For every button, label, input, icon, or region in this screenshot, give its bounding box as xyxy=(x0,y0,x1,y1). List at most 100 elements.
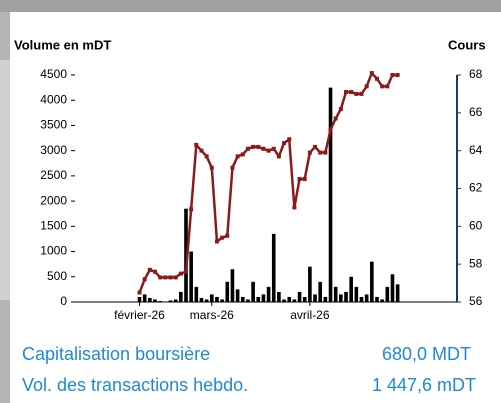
bar xyxy=(240,296,245,302)
bar xyxy=(359,296,364,302)
price-marker xyxy=(240,152,245,157)
x-tick-label: avril-26 xyxy=(290,308,330,322)
bar xyxy=(302,296,307,302)
bar xyxy=(251,281,255,302)
price-marker xyxy=(318,150,323,155)
x-tick-label: mars-26 xyxy=(190,308,234,322)
bar xyxy=(349,276,353,302)
price-marker xyxy=(333,116,338,121)
price-marker xyxy=(282,141,287,146)
price-marker xyxy=(235,154,240,159)
bar xyxy=(297,291,302,302)
panel xyxy=(10,12,501,403)
price-marker xyxy=(147,267,152,272)
price-marker xyxy=(385,84,390,89)
price-marker xyxy=(369,71,374,76)
y-tick-label: 2500 xyxy=(40,168,67,182)
price-marker xyxy=(194,142,199,147)
bar xyxy=(323,296,328,302)
bar xyxy=(313,294,317,302)
y2-tick-label: 66 xyxy=(469,105,483,119)
bar xyxy=(137,296,142,302)
price-marker xyxy=(313,144,318,149)
price-marker xyxy=(230,165,235,170)
y-axis-title: Volume en mDT xyxy=(14,37,111,52)
bar xyxy=(277,291,281,302)
bar xyxy=(256,296,261,302)
y-tick-label: 0 xyxy=(60,294,67,308)
bar xyxy=(230,269,235,302)
price-marker xyxy=(297,177,302,182)
bar xyxy=(375,296,379,302)
price-marker xyxy=(328,127,333,132)
bar xyxy=(173,299,178,302)
y2-axis-title: Cours xyxy=(448,37,486,52)
price-marker xyxy=(214,239,219,244)
bar xyxy=(158,300,162,302)
summary-label: Vol. des transactions hebdo. xyxy=(22,375,248,395)
price-marker xyxy=(220,235,225,240)
bar xyxy=(364,294,369,302)
summary-value: 680,0 MDT xyxy=(382,344,471,364)
bar xyxy=(235,289,240,302)
bar xyxy=(199,297,204,302)
price-marker xyxy=(183,269,188,274)
bar xyxy=(333,286,338,302)
price-marker xyxy=(271,146,276,151)
price-marker xyxy=(323,150,328,155)
price-marker xyxy=(199,148,204,153)
side-band xyxy=(0,60,12,300)
price-marker xyxy=(168,275,173,280)
price-marker xyxy=(173,275,178,280)
bar xyxy=(339,294,343,302)
bar xyxy=(318,281,323,302)
price-marker xyxy=(189,207,194,212)
price-marker xyxy=(359,91,364,96)
bar xyxy=(225,281,230,302)
price-marker xyxy=(380,84,385,89)
bar xyxy=(246,299,250,302)
price-marker xyxy=(251,144,256,149)
bar xyxy=(287,296,292,302)
price-marker xyxy=(395,73,400,77)
bar xyxy=(189,251,193,302)
bar xyxy=(148,297,152,302)
bar xyxy=(308,266,312,302)
top-band xyxy=(0,0,501,12)
y-tick-label: 2000 xyxy=(40,193,67,207)
bar xyxy=(328,87,333,302)
bar xyxy=(220,299,224,302)
bar xyxy=(204,299,209,302)
summary-value: 1 447,6 mDT xyxy=(372,375,476,395)
bar xyxy=(354,286,359,302)
price-marker xyxy=(225,233,230,238)
bar xyxy=(344,291,348,302)
price-marker xyxy=(354,91,359,96)
summary-label: Capitalisation boursière xyxy=(22,344,210,364)
price-marker xyxy=(287,137,292,142)
bar xyxy=(380,299,384,302)
y2-tick-label: 56 xyxy=(469,294,483,308)
bar xyxy=(292,299,297,302)
price-marker xyxy=(364,84,369,89)
y-tick-label: 500 xyxy=(47,269,67,283)
bar xyxy=(271,233,276,302)
price-marker xyxy=(256,144,261,149)
price-marker xyxy=(153,269,158,274)
bar xyxy=(370,261,374,302)
price-marker xyxy=(204,154,209,159)
price-marker xyxy=(142,277,147,282)
y-tick-label: 4000 xyxy=(40,92,67,106)
price-marker xyxy=(338,107,343,112)
price-marker xyxy=(344,90,349,95)
y-tick-label: 3500 xyxy=(40,118,67,132)
bar xyxy=(261,294,266,302)
price-marker xyxy=(261,146,266,151)
bar xyxy=(142,294,147,302)
y-tick-label: 1000 xyxy=(40,244,67,258)
price-marker xyxy=(209,165,214,170)
bar xyxy=(179,291,183,302)
bar xyxy=(153,299,157,302)
